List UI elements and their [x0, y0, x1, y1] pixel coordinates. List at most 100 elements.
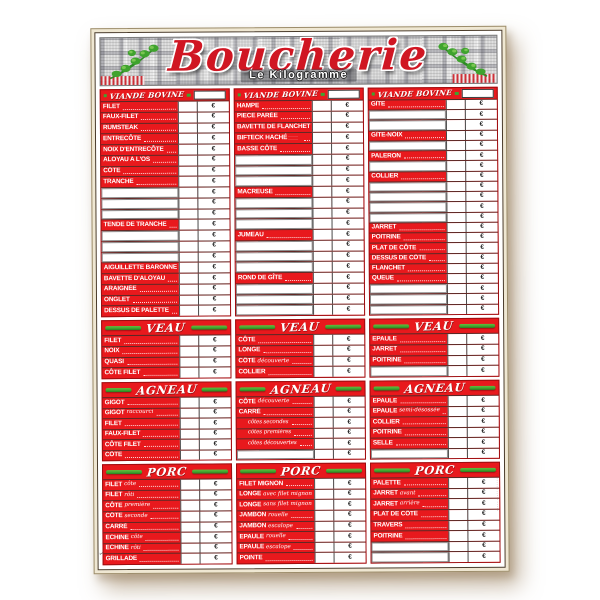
euro-cell: € [331, 197, 364, 208]
euro-symbol: € [211, 166, 216, 174]
table-row: € [101, 240, 230, 252]
cut-label: GRILLADE [104, 554, 181, 564]
dotted-leader [141, 114, 176, 121]
euro-cell: € [333, 489, 366, 500]
table-row: POINTE € [237, 551, 366, 564]
euro-symbol: € [213, 429, 218, 437]
table-row: POITRINE € [370, 354, 499, 366]
table-row: DESSUS DE PALETTE € [102, 304, 231, 317]
green-bar [106, 469, 143, 475]
table-row: € [371, 540, 500, 552]
header-write-in-box [327, 89, 360, 99]
cut-name: POINTE [239, 554, 263, 562]
green-bar [373, 324, 410, 329]
cut-name: CÔTE [105, 512, 123, 520]
section-header: AGNEAU [370, 380, 499, 397]
cut-name: EPAULE [372, 407, 398, 415]
euro-cell: € [465, 191, 498, 202]
cut-name: FLANCHET [371, 264, 406, 272]
panel-bovine-3: VIANDE BOVINE GÎTE € € € GÎTE-NOIX € € PALERON € €… [367, 86, 500, 316]
write-in-box [101, 230, 179, 241]
euro-symbol: € [213, 419, 218, 427]
dotted-leader [408, 265, 445, 272]
dotted-leader [401, 173, 445, 180]
green-dash-icon [455, 92, 459, 96]
table-row: CÔTE découverte € [236, 355, 365, 367]
euro-cell: € [467, 541, 500, 552]
table-row: BASSE CÔTE € [235, 142, 364, 155]
price-write-in-box [314, 531, 334, 542]
dotted-leader [402, 419, 446, 425]
dotted-leader [405, 522, 447, 529]
write-in-box [369, 212, 447, 223]
section-title: VEAU [279, 319, 321, 335]
dotted-leader [429, 255, 445, 261]
euro-symbol: € [213, 501, 218, 509]
dotted-leader [143, 431, 178, 437]
table-row: CÔTE € [101, 164, 230, 177]
cut-name: QUEUE [371, 274, 394, 282]
cut-name: FILET [102, 102, 120, 110]
price-write-in-box [446, 273, 466, 284]
section-title: AGNEAU [135, 381, 198, 398]
cut-label: PALETTE [371, 478, 448, 488]
euro-cell: € [197, 176, 230, 187]
header-write-in-box [193, 90, 226, 100]
dotted-leader [294, 430, 312, 436]
section-header: PORC [371, 463, 500, 479]
price-write-in-box [314, 500, 334, 510]
cut-label: ONGLET [102, 295, 179, 305]
euro-symbol: € [212, 252, 217, 260]
euro-symbol: € [346, 198, 350, 206]
cut-label: côtes découvertes [237, 439, 314, 449]
dotted-leader [419, 245, 445, 251]
euro-cell: € [199, 479, 232, 490]
table-row: € [236, 448, 365, 460]
price-write-in-box [179, 439, 199, 450]
price-write-in-box [179, 305, 199, 316]
cut-qualifier: rôti [130, 544, 141, 551]
price-write-in-box [180, 511, 200, 522]
dotted-leader [143, 441, 178, 448]
price-write-in-box [446, 192, 466, 202]
price-write-in-box [179, 450, 199, 460]
cut-label: CÔTE seconde [103, 512, 180, 522]
euro-symbol: € [211, 112, 216, 120]
table-row: JAMBON rouelle € [237, 509, 366, 521]
table-row: LONGE sans filet mignon € [237, 498, 366, 511]
cut-label: JAMBON escalope [237, 521, 314, 531]
price-write-in-box [448, 531, 468, 541]
euro-cell: € [466, 406, 499, 416]
table-row: GIGOT raccourci € [102, 406, 231, 419]
euro-cell: € [198, 439, 231, 450]
green-bar [105, 325, 142, 331]
rows-container: GÎTE € € € GÎTE-NOIX € € PALERON € € COLLIER € € € € € J… [368, 99, 499, 315]
cut-name: JAMBON [239, 522, 267, 530]
cut-label: FILET rôti [103, 490, 180, 500]
table-row: € [236, 303, 365, 316]
euro-cell: € [199, 532, 232, 543]
price-write-in-box [313, 334, 333, 345]
euro-cell: € [197, 155, 230, 166]
euro-cell: € [197, 241, 230, 252]
table-row: € [235, 282, 364, 294]
dotted-leader [275, 189, 311, 195]
euro-cell: € [465, 263, 498, 273]
price-write-in-box [178, 155, 198, 166]
euro-cell: € [466, 395, 499, 406]
euro-symbol: € [480, 294, 485, 302]
price-write-in-box [178, 187, 198, 198]
dotted-leader [143, 545, 179, 552]
euro-symbol: € [481, 448, 486, 456]
euro-cell: € [333, 499, 366, 510]
green-dash-icon [371, 92, 375, 96]
price-write-in-box [178, 219, 198, 230]
euro-cell: € [465, 284, 498, 294]
euro-symbol: € [213, 440, 218, 448]
write-in-box [101, 209, 179, 220]
euro-cell: € [199, 521, 232, 532]
euro-symbol: € [346, 187, 350, 195]
price-write-in-box [312, 251, 332, 262]
euro-cell: € [331, 261, 364, 272]
price-write-in-box [312, 294, 333, 305]
